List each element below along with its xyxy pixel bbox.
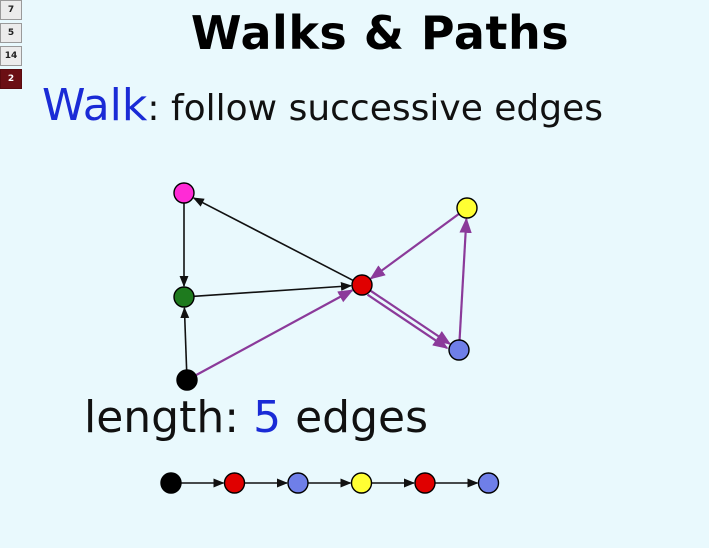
sequence-node-3-blue	[287, 472, 309, 494]
walk-edge-red-to-blue-2	[366, 293, 449, 349]
slide-title: Walks & Paths	[190, 6, 570, 60]
graph-edge-green-to-red	[193, 281, 353, 298]
sequence-node-6-blue	[477, 472, 500, 494]
graph-nodes	[173, 182, 478, 391]
slide-thumb-2[interactable]: 5	[0, 23, 22, 43]
slide-navigator: 7 5 14 2	[0, 0, 24, 92]
walk-definition: Walk: follow successive edges	[42, 80, 603, 131]
node-green	[173, 286, 195, 308]
slide-thumb-3[interactable]: 14	[0, 46, 22, 66]
length-label: length:	[84, 392, 240, 443]
walk-edge-yellow-to-red	[369, 213, 460, 280]
walk-sequence	[160, 472, 500, 494]
node-red	[351, 274, 373, 296]
node-yellow	[456, 197, 478, 219]
walk-edge-black-to-red	[195, 289, 354, 377]
length-unit: edges	[295, 392, 429, 443]
walk-edge-blue-to-yellow	[458, 217, 472, 341]
node-magenta	[173, 182, 195, 204]
node-black	[176, 369, 198, 391]
sequence-node-4-yellow	[350, 472, 373, 494]
walk-description: follow successive edges	[170, 88, 604, 129]
graph-edge-black-to-green	[180, 306, 190, 371]
walk-length: length: 5 edges	[84, 392, 428, 443]
graph-edge-red-to-magenta	[192, 197, 354, 282]
walk-term: Walk	[42, 80, 148, 131]
slide-thumb-current[interactable]: 2	[0, 69, 22, 89]
slide-thumb-1[interactable]: 7	[0, 0, 22, 20]
sequence-node-5-red	[414, 472, 436, 494]
walk-edge-red-to-blue	[369, 289, 452, 345]
node-blue	[448, 339, 470, 361]
sequence-node-1-black	[160, 472, 182, 494]
graph-edges	[179, 197, 472, 377]
walk-separator: :	[147, 88, 160, 129]
length-value: 5	[253, 392, 282, 443]
sequence-node-2-red	[223, 472, 246, 494]
